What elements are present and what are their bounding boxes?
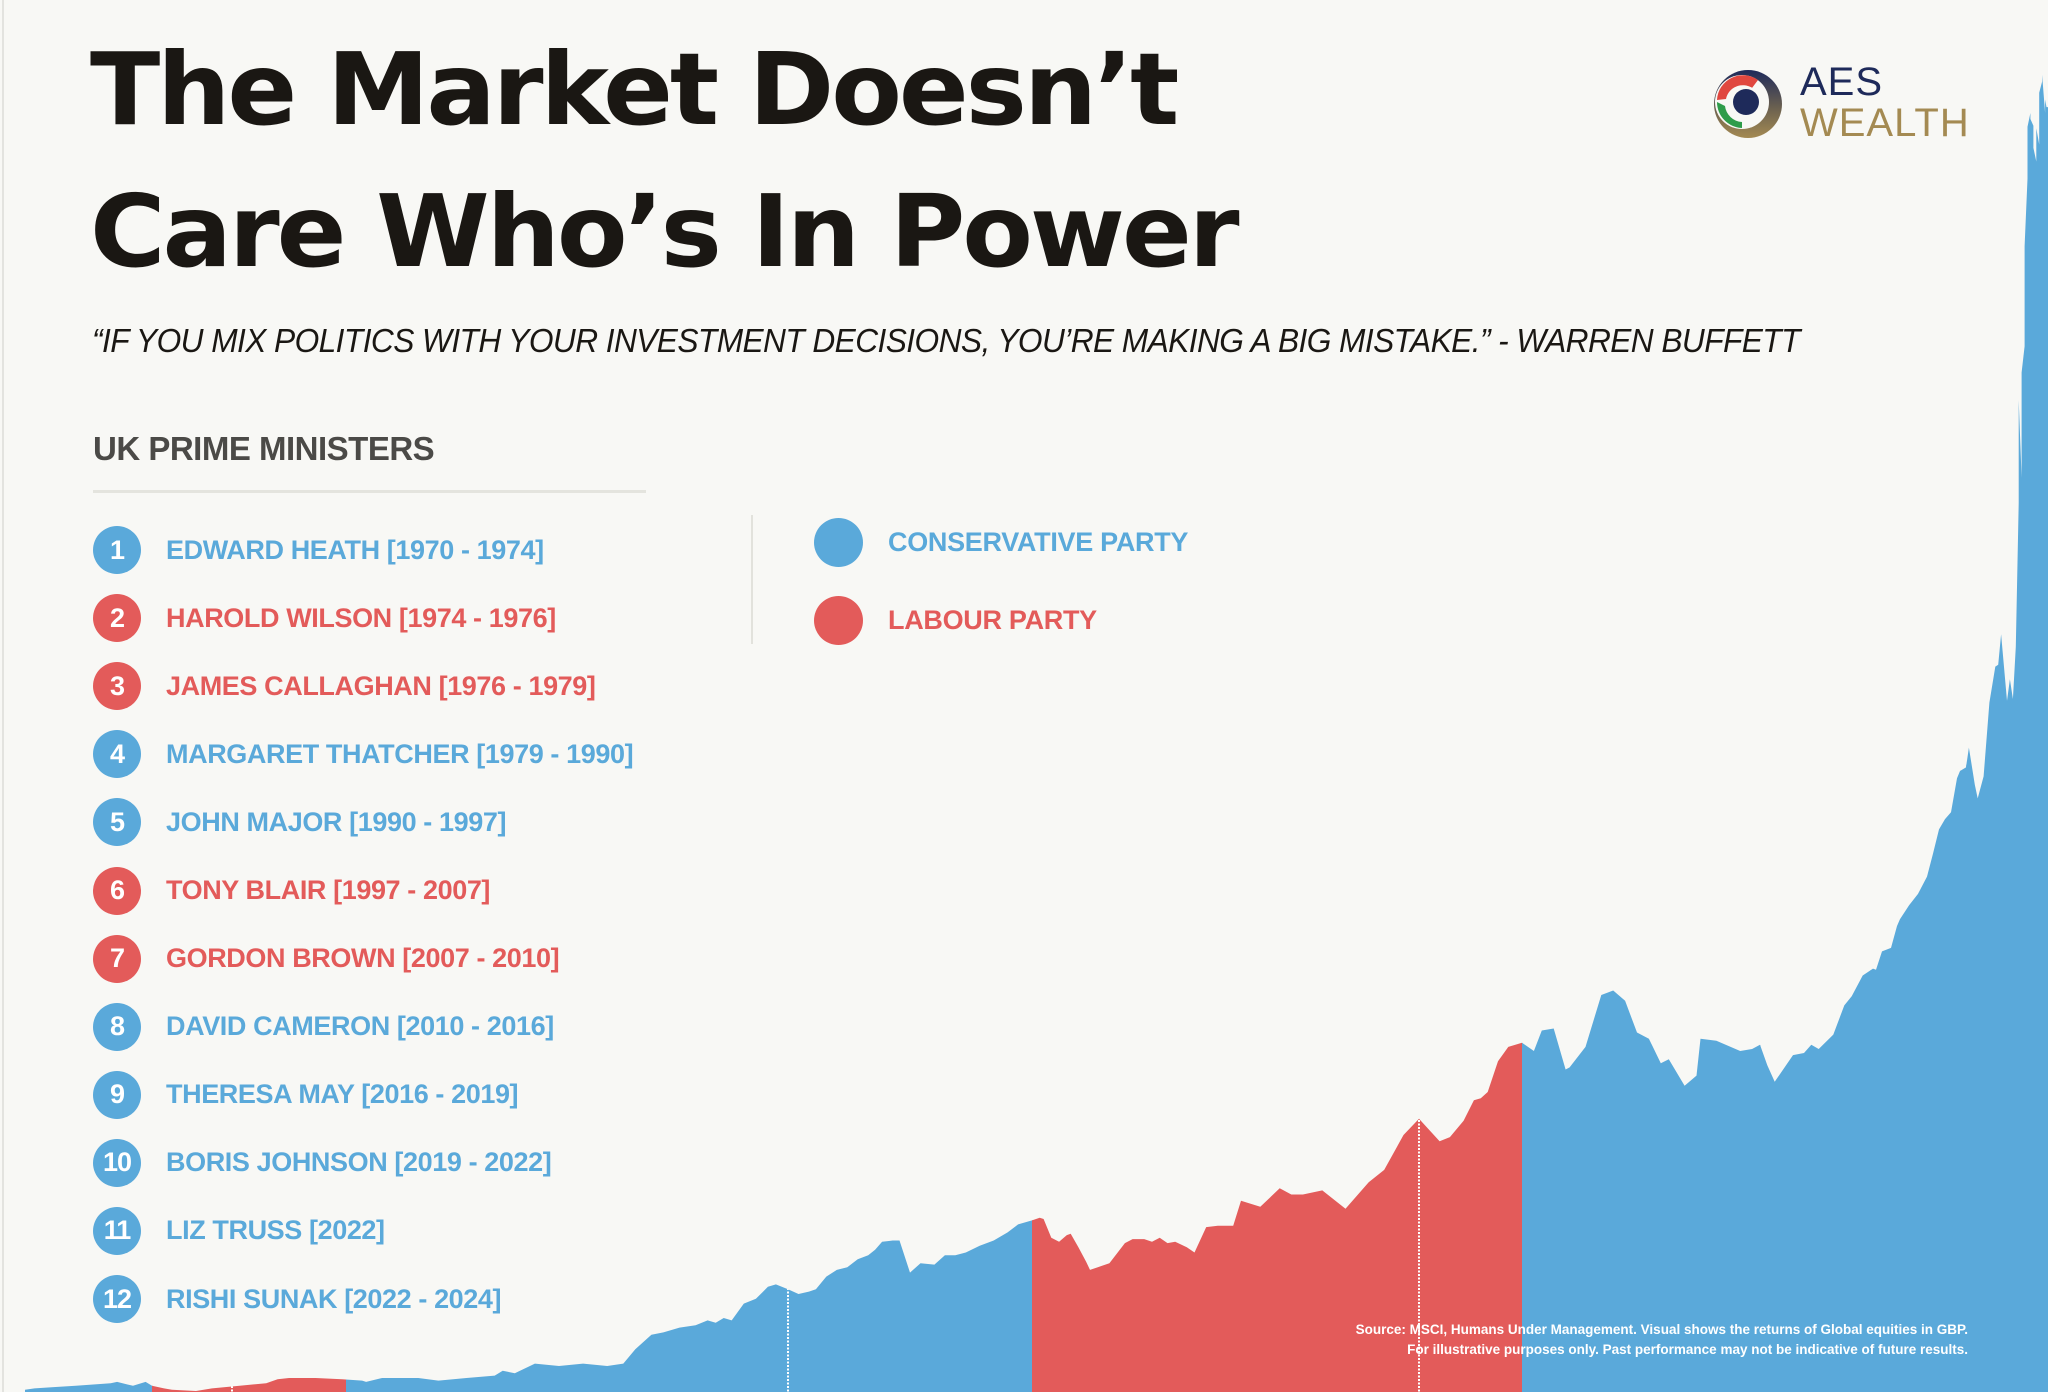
pm-label: EDWARD HEATH [1970 - 1974] [166, 534, 544, 565]
pm-number-badge: 1 [93, 526, 141, 575]
pm-number-badge: 2 [93, 594, 141, 643]
source-line-2: For illustrative purposes only. Past per… [1407, 1342, 1968, 1357]
source-line-1: Source: MSCI, Humans Under Management. V… [1355, 1322, 1968, 1337]
page-title-line-1: The Market Doesn’t [90, 31, 1179, 148]
pm-number-badge: 9 [93, 1070, 141, 1119]
pm-number-badge: 7 [93, 934, 141, 983]
pm-number-badge: 12 [93, 1275, 141, 1324]
pm-label: DAVID CAMERON [2010 - 2016] [166, 1011, 554, 1042]
pm-number-badge: 5 [93, 798, 141, 847]
pm-number-badge: 6 [93, 866, 141, 915]
pm-number-badge: 8 [93, 1002, 141, 1051]
brand-name-wealth: WEALTH [1800, 101, 1970, 145]
pm-list-item: 12 RISHI SUNAK [2022 - 2024] [93, 1265, 633, 1333]
pm-label: HAROLD WILSON [1974 - 1976] [166, 602, 556, 633]
source-note: Source: MSCI, Humans Under Management. V… [1356, 1320, 1968, 1360]
legend-label: LABOUR PARTY [888, 604, 1097, 635]
pm-list-item: 3 JAMES CALLAGHAN [1976 - 1979] [93, 652, 633, 720]
pm-list-heading: UK PRIME MINISTERS [93, 430, 435, 467]
pm-label: LIZ TRUSS [2022] [166, 1215, 385, 1246]
aes-wealth-logo-icon [1714, 70, 1782, 138]
prime-minister-list: 1 EDWARD HEATH [1970 - 1974] 2 HAROLD WILSO… [93, 516, 634, 1333]
pm-label: MARGARET THATCHER [1979 - 1990] [166, 738, 634, 769]
legend-item-labour: LABOUR PARTY [814, 581, 1188, 659]
pm-number-badge: 4 [93, 730, 141, 779]
pm-number-badge: 3 [93, 662, 141, 711]
pm-label: JAMES CALLAGHAN [1976 - 1979] [166, 670, 596, 701]
pm-number-badge: 11 [93, 1206, 141, 1255]
segment-rishi-sunak [1966, 0, 2048, 1392]
segment-theresa-may [1760, 0, 1871, 1392]
pm-list-item: 8 DAVID CAMERON [2010 - 2016] [93, 993, 633, 1061]
legend-item-conservative: CONSERVATIVE PARTY [814, 503, 1188, 581]
segment-liz-truss [1960, 0, 1967, 1392]
pm-list-item: 11 LIZ TRUSS [2022] [93, 1197, 633, 1265]
pm-list-item: 10 BORIS JOHNSON [2019 - 2022] [93, 1129, 633, 1197]
segment-boris-johnson [1870, 0, 1961, 1392]
buffett-quote: “IF YOU MIX POLITICS WITH YOUR INVESTMEN… [92, 322, 1800, 359]
brand-name-aes: AES [1800, 60, 1884, 104]
legend-divider [751, 515, 753, 644]
pm-list-item: 1 EDWARD HEATH [1970 - 1974] [93, 516, 633, 584]
pm-label: THERESA MAY [2016 - 2019] [166, 1079, 519, 1110]
pm-list-item: 4 MARGARET THATCHER [1979 - 1990] [93, 720, 634, 788]
pm-label: JOHN MAJOR [1990 - 1997] [166, 806, 507, 837]
legend-swatch-labour [814, 595, 863, 645]
party-legend: CONSERVATIVE PARTY LABOUR PARTY [814, 517, 1188, 659]
pm-label: BORIS JOHNSON [2019 - 2022] [166, 1147, 552, 1178]
pm-list-item: 2 HAROLD WILSON [1974 - 1976] [93, 584, 633, 652]
brand-logo: AES WEALTH [1712, 62, 1972, 148]
pm-list-item: 6 TONY BLAIR [1997 - 2007] [93, 856, 633, 924]
legend-label: CONSERVATIVE PARTY [888, 526, 1189, 557]
page-title-line-2: Care Who’s In Power [90, 173, 1240, 290]
segment-david-cameron [1522, 0, 1761, 1392]
heading-divider [93, 490, 646, 493]
legend-swatch-conservative [814, 517, 863, 567]
left-edge-line [2, 0, 4, 1392]
pm-label: TONY BLAIR [1997 - 2007] [166, 875, 491, 906]
pm-number-badge: 10 [93, 1138, 141, 1187]
brand-name: AES WEALTH [1800, 62, 1970, 143]
pm-list-item: 9 THERESA MAY [2016 - 2019] [93, 1061, 633, 1129]
pm-list-item: 7 GORDON BROWN [2007 - 2010] [93, 925, 633, 993]
pm-label: GORDON BROWN [2007 - 2010] [166, 943, 560, 974]
pm-list-item: 5 JOHN MAJOR [1990 - 1997] [93, 788, 633, 856]
pm-label: RISHI SUNAK [2022 - 2024] [166, 1283, 502, 1314]
segment-gordon-brown [1419, 0, 1523, 1392]
